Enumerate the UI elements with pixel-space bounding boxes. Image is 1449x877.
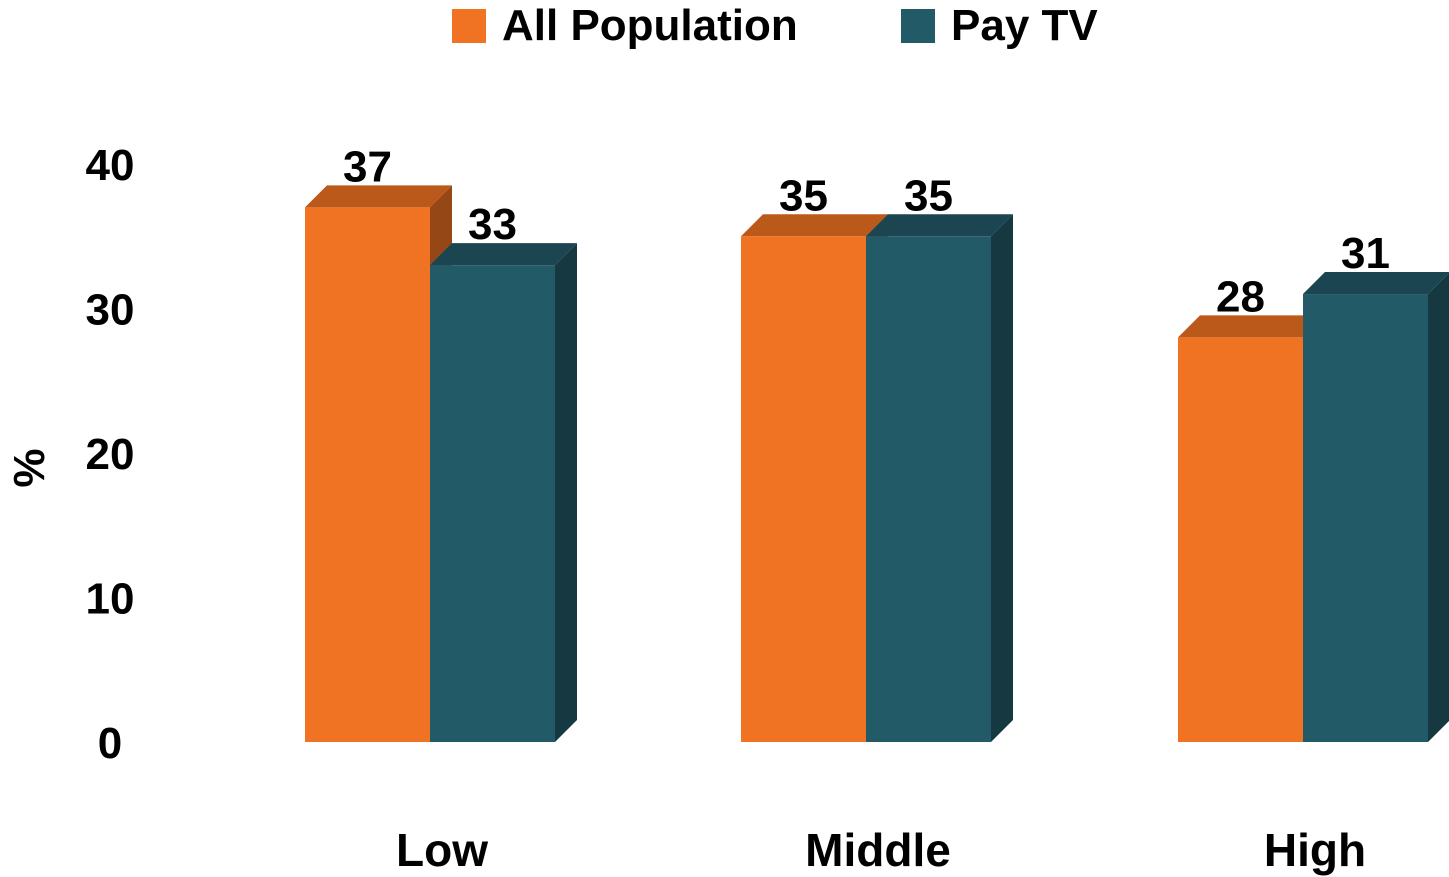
legend-swatch-all-population bbox=[452, 9, 486, 43]
y-tick-label-40: 40 bbox=[86, 141, 135, 190]
bar-side-face bbox=[991, 214, 1013, 742]
y-tick-label-30: 30 bbox=[86, 286, 135, 335]
x-tick-label-middle: Middle bbox=[805, 824, 951, 876]
y-tick-label-0: 0 bbox=[98, 719, 122, 768]
bar-top-face bbox=[430, 243, 577, 266]
legend-item-pay-tv: Pay TV bbox=[901, 4, 1098, 48]
bar-top-face bbox=[305, 185, 452, 208]
bar-pay-tv-low bbox=[430, 243, 577, 742]
bar-front-face bbox=[1303, 294, 1428, 742]
legend: All Population Pay TV bbox=[0, 0, 1449, 60]
bar-top-face bbox=[866, 214, 1013, 237]
data-label-all-population-high: 28 bbox=[1216, 272, 1265, 321]
bar-front-face bbox=[1178, 337, 1303, 742]
legend-swatch-pay-tv bbox=[901, 9, 935, 43]
y-axis-label: % bbox=[5, 448, 54, 487]
data-label-all-population-low: 37 bbox=[343, 142, 392, 191]
data-label-pay-tv-low: 33 bbox=[468, 200, 517, 249]
bar-pay-tv-middle bbox=[866, 214, 1013, 742]
bar-pay-tv-high bbox=[1303, 272, 1449, 742]
bar-all-population-low bbox=[305, 185, 452, 743]
bar-side-face bbox=[555, 243, 577, 742]
x-tick-label-low: Low bbox=[396, 824, 488, 876]
bar-front-face bbox=[741, 236, 866, 742]
y-tick-label-10: 10 bbox=[86, 575, 135, 624]
bar-top-face bbox=[1178, 315, 1325, 338]
legend-item-all-population: All Population bbox=[452, 4, 798, 48]
bar-side-face bbox=[1428, 273, 1449, 742]
y-tick-label-20: 20 bbox=[86, 430, 135, 479]
bar-top-face bbox=[1303, 272, 1449, 295]
bar-all-population-middle bbox=[741, 214, 888, 742]
data-label-pay-tv-middle: 35 bbox=[904, 171, 953, 220]
bar-front-face bbox=[430, 265, 555, 742]
bar-top-face bbox=[741, 214, 888, 237]
legend-label-pay-tv: Pay TV bbox=[951, 1, 1098, 50]
data-label-all-population-middle: 35 bbox=[779, 171, 828, 220]
bar-front-face bbox=[866, 236, 991, 742]
legend-label-all-population: All Population bbox=[502, 1, 798, 50]
bar-front-face bbox=[305, 207, 430, 743]
x-tick-label-high: High bbox=[1264, 824, 1366, 876]
bar-all-population-high bbox=[1178, 315, 1325, 742]
data-label-pay-tv-high: 31 bbox=[1341, 229, 1390, 278]
